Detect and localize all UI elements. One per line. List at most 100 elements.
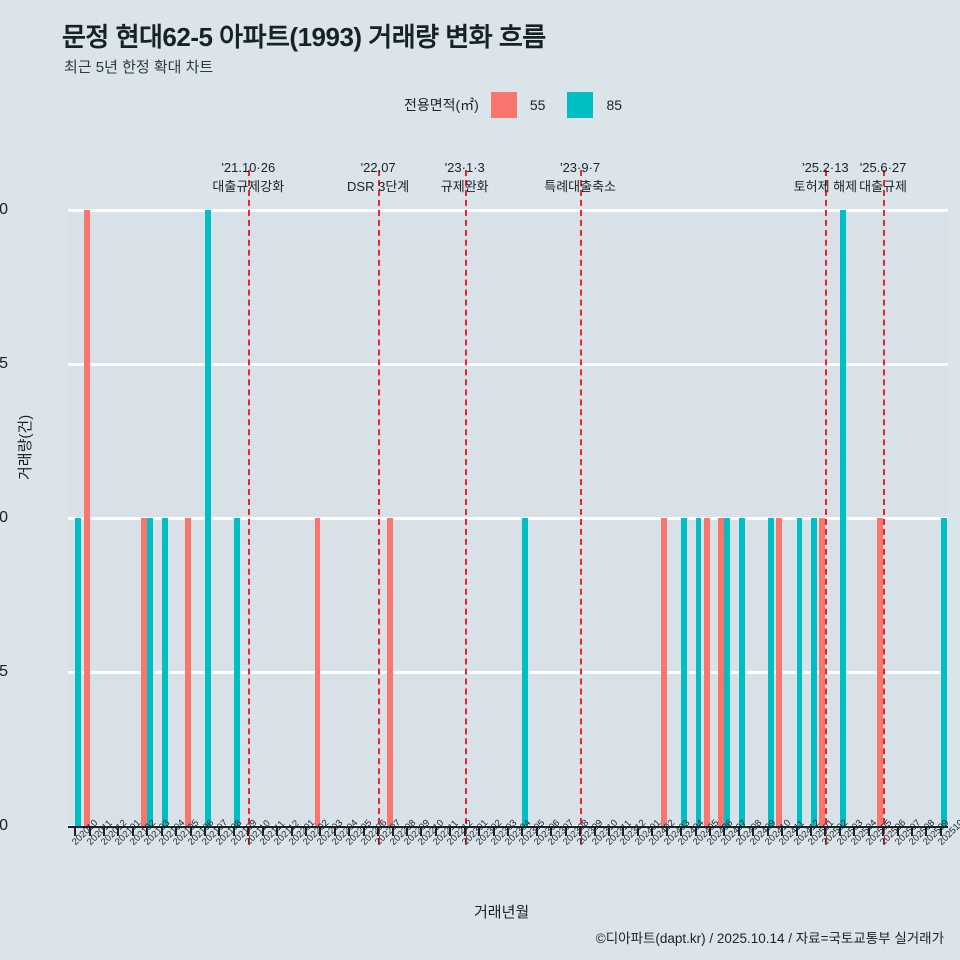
legend-swatch-85 <box>567 92 594 118</box>
x-axis-tick <box>232 826 235 836</box>
event-date: '23·1·3 <box>444 160 485 175</box>
bar <box>681 518 688 826</box>
x-axis-tick <box>391 826 394 836</box>
x-axis-tick <box>478 826 481 836</box>
event-line <box>883 170 886 844</box>
y-axis-tick-label: 2.0 <box>0 201 8 218</box>
event-line <box>464 170 467 844</box>
x-axis-tick <box>218 826 221 836</box>
event-label: '22.07 DSR 3단계 <box>347 158 409 196</box>
event-label: '21.10·26 대출규제강화 <box>212 158 284 196</box>
x-axis-tick <box>507 826 509 836</box>
x-axis-tick <box>882 826 885 836</box>
event-date: '23·9·7 <box>560 160 601 175</box>
event-date: '25.6·27 <box>859 160 907 175</box>
x-axis-tick <box>521 826 524 836</box>
y-axis-title: 거래량(건) <box>17 414 34 480</box>
gridline <box>68 362 948 366</box>
bar <box>161 518 168 826</box>
legend: 전용면적(㎡) 55 85 <box>404 92 644 118</box>
x-axis-tick <box>579 826 582 836</box>
x-axis-tick <box>564 826 567 836</box>
bar <box>819 518 826 826</box>
x-axis-tick <box>434 826 437 836</box>
gridline <box>68 516 948 520</box>
x-axis-tick <box>781 826 784 836</box>
x-axis-tick <box>824 826 827 836</box>
bar <box>522 518 529 826</box>
x-axis-tick <box>607 826 610 836</box>
gridline <box>68 208 948 212</box>
event-name: DSR 3단계 <box>347 179 410 194</box>
x-axis-tick <box>74 826 77 836</box>
gridline <box>68 670 948 674</box>
x-axis-tick <box>867 826 870 836</box>
bar <box>839 210 846 826</box>
event-label: '23·9·7 특례대출축소 <box>544 158 616 196</box>
x-axis-tick <box>651 826 654 836</box>
x-axis-tick <box>131 826 134 836</box>
x-axis-tick <box>276 826 279 836</box>
chart-subtitle: 최근 5년 한정 확대 차트 <box>64 59 214 76</box>
y-axis-tick-label: 0.0 <box>0 817 8 834</box>
bar <box>940 518 947 826</box>
bar <box>767 518 774 826</box>
x-axis-tick <box>622 826 625 836</box>
x-axis-tick <box>420 826 423 836</box>
x-axis-tick <box>333 826 336 836</box>
bar <box>718 518 725 826</box>
event-date: '21.10·26 <box>221 160 276 175</box>
x-axis-title: 거래년월 <box>474 904 530 921</box>
event-label: '23·1·3 규제완화 <box>441 158 489 196</box>
x-axis-tick <box>939 826 942 836</box>
bar <box>704 518 710 826</box>
bar <box>660 518 667 826</box>
bar <box>141 518 148 826</box>
event-name: 특례대출축소 <box>544 179 617 194</box>
x-axis-tick <box>117 826 120 836</box>
y-axis-tick-label: 0.5 <box>0 663 8 680</box>
x-axis-tick <box>175 826 178 836</box>
y-axis-tick-label: 1.5 <box>0 355 8 372</box>
event-date: '25.2·13 <box>802 160 849 175</box>
x-axis-tick <box>723 826 726 836</box>
bar <box>738 518 745 826</box>
chart-title: 문정 현대62-5 아파트(1993) 거래량 변화 흐름 <box>62 22 546 52</box>
event-label: '25.2·13 토허제 해제 <box>794 158 857 196</box>
x-axis-tick <box>377 826 380 836</box>
x-axis-tick <box>160 826 163 836</box>
x-axis-tick <box>261 826 264 836</box>
x-axis-tick <box>853 826 856 836</box>
event-line <box>580 170 583 844</box>
event-label: '25.6·27 대출규제 <box>859 158 907 196</box>
event-name: 토허제 해제 <box>793 179 858 194</box>
legend-swatch-55 <box>490 92 517 118</box>
x-axis-tick <box>636 826 639 836</box>
bar <box>695 518 702 826</box>
x-axis-tick <box>189 826 192 836</box>
bar <box>83 210 90 826</box>
legend-title: 전용면적(㎡) <box>404 97 479 113</box>
x-axis-tick <box>406 826 409 836</box>
x-axis-tick <box>463 826 466 836</box>
legend-label-85: 85 <box>606 97 623 113</box>
x-axis-tick <box>694 826 697 836</box>
x-axis-tick <box>910 826 913 836</box>
x-axis-tick <box>305 826 308 836</box>
x-axis-tick <box>348 826 351 836</box>
x-axis-tick <box>766 826 769 836</box>
x-axis-tick <box>362 826 365 836</box>
y-axis-tick-label: 1.0 <box>0 509 8 526</box>
event-line <box>248 170 251 844</box>
x-axis-tick <box>896 826 899 836</box>
event-date: '22.07 <box>360 160 396 175</box>
x-axis-tick <box>680 826 683 836</box>
x-axis-tick <box>809 826 812 836</box>
x-axis-tick <box>752 826 755 836</box>
x-axis-tick <box>550 826 553 836</box>
x-axis-tick <box>204 826 207 836</box>
x-axis-tick <box>290 826 293 836</box>
bar <box>776 518 783 826</box>
plot-area <box>68 208 948 828</box>
